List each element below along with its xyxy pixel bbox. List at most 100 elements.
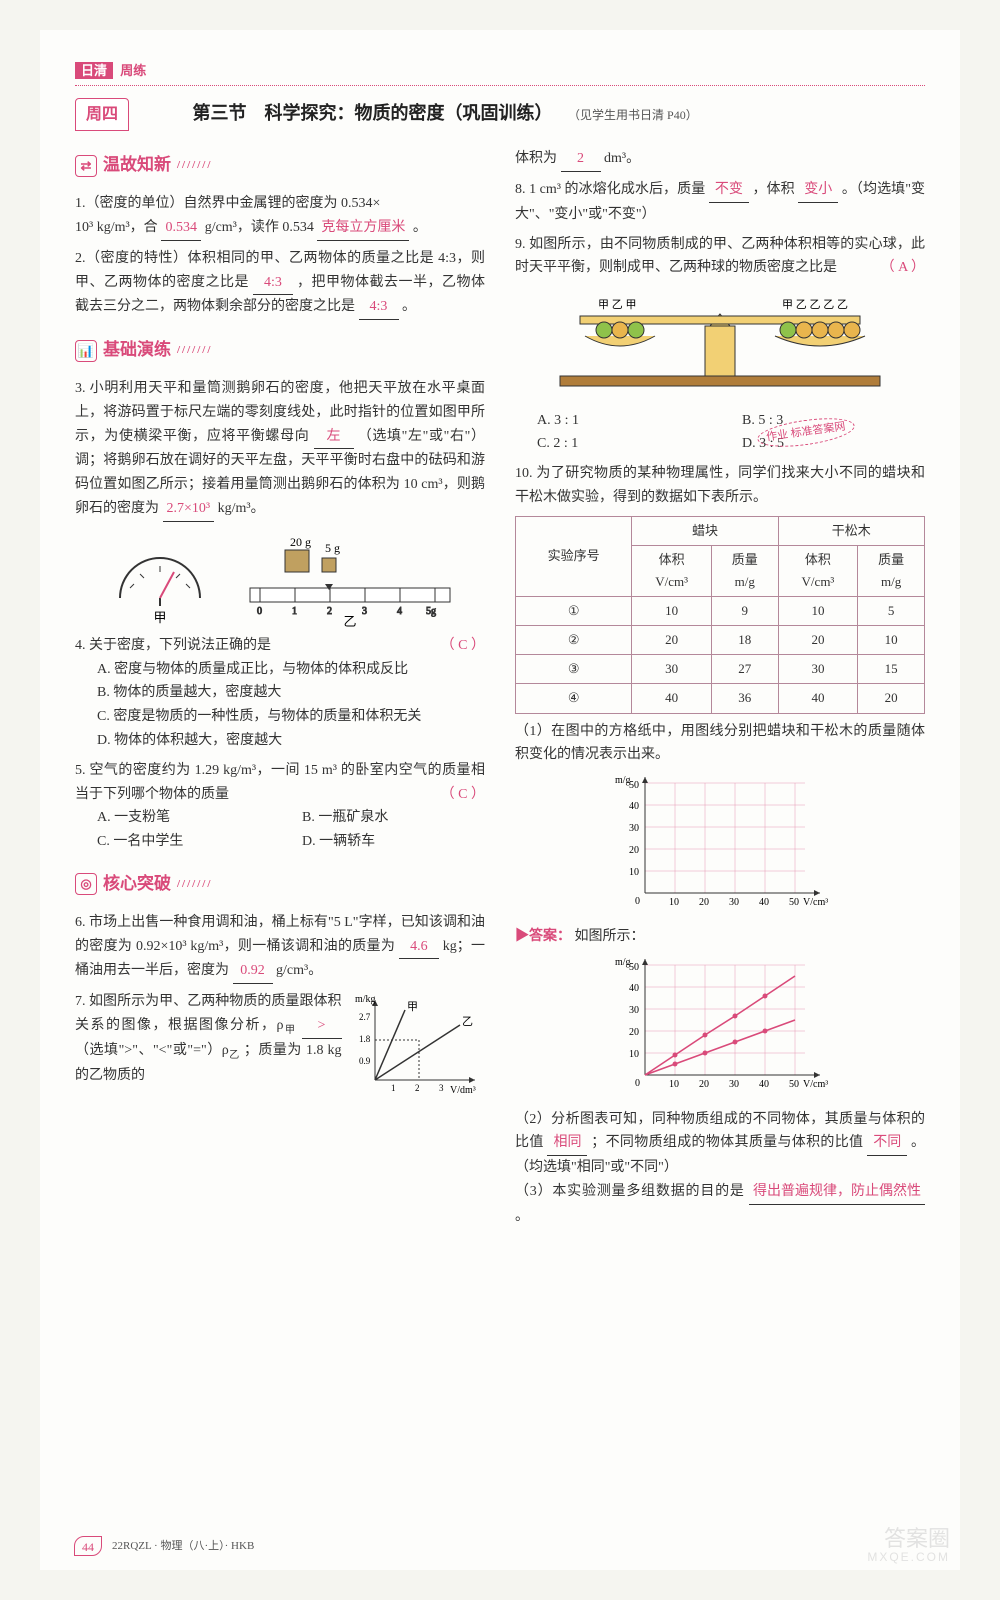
q6-c: g/cm³。 <box>276 963 322 978</box>
svg-text:3: 3 <box>362 606 367 617</box>
q7-sub-b: 乙 <box>229 1050 240 1061</box>
svg-text:0.9: 0.9 <box>359 1056 371 1066</box>
svg-text:10: 10 <box>669 1079 679 1090</box>
th-m1: 质量m/g <box>711 545 778 596</box>
q9-stem: 9. 如图所示，由不同物质制成的甲、乙两种体积相等的实心球，此时天平平衡，则制成… <box>515 237 925 276</box>
q2-c: 。 <box>402 299 416 314</box>
q10-3-blank: 得出普遍规律，防止偶然性 <box>749 1180 925 1205</box>
q6-blank1: 4.6 <box>399 935 439 960</box>
two-columns: ⇄ 温故知新 /////// 1.（密度的单位）自然界中金属锂的密度为 0.53… <box>75 141 925 1234</box>
th-m2: 质量m/g <box>858 545 925 596</box>
arrows-icon: ⇄ <box>75 155 97 177</box>
q5-a: A. 一支粉笔 <box>97 806 280 830</box>
section-title-3: 核心突破 <box>103 870 171 899</box>
grid-svg-blank: m/g 50403020100 1020304050 V/cm³ <box>605 773 835 913</box>
svg-text:50: 50 <box>789 897 799 908</box>
q8-blank2: 变小 <box>798 178 838 203</box>
q5-stem: 5. 空气的密度约为 1.29 kg/m³，一间 15 m³ 的卧室内空气的质量… <box>75 763 485 802</box>
svg-text:40: 40 <box>759 897 769 908</box>
header-left-2: 周练 <box>120 63 146 78</box>
svg-text:V/cm³: V/cm³ <box>803 1079 828 1090</box>
q7-graph: m/kg V/dm³ 2.7 1.8 0.9 1 2 3 甲 乙 <box>355 990 485 1100</box>
page: 日清 周练 周四 第三节 科学探究：物质的密度（巩固训练） （见学生用书日清 P… <box>40 30 960 1570</box>
q5-b: B. 一瓶矿泉水 <box>302 806 485 830</box>
svg-text:20: 20 <box>629 1027 639 1038</box>
left-column: ⇄ 温故知新 /////// 1.（密度的单位）自然界中金属锂的密度为 0.53… <box>75 141 485 1234</box>
svg-text:甲 乙 乙 乙 乙: 甲 乙 乙 乙 乙 <box>782 298 848 311</box>
q9-c: C. 2 : 1 <box>537 432 720 456</box>
svg-text:2: 2 <box>415 1083 420 1093</box>
q10-stem: 10. 为了研究物质的某种物理属性，同学们找来大小不同的蜡块和干松木做实验，得到… <box>515 466 925 505</box>
answer-row: ▶答案： 如图所示： <box>515 925 925 949</box>
section-title-2: 基础演练 <box>103 336 171 365</box>
q9-figure: 甲 乙 甲 甲 乙 乙 乙 乙 <box>515 286 925 402</box>
q8-b: ，体积 <box>752 182 794 197</box>
q4-stem: 4. 关于密度，下列说法正确的是 <box>75 638 271 653</box>
svg-text:30: 30 <box>629 1005 639 1016</box>
svg-text:0: 0 <box>257 606 262 617</box>
q10-3: （3）本实验测量多组数据的目的是 得出普遍规律，防止偶然性 。 <box>515 1180 925 1229</box>
question-3: 3. 小明利用天平和量筒测鹅卵石的密度，他把天平放在水平桌面上，将游码置于标尺左… <box>75 377 485 628</box>
q3-blank1: 左 <box>314 425 354 450</box>
caption-jia: 甲 <box>153 610 166 625</box>
w20: 20 g <box>290 535 311 549</box>
svg-text:10: 10 <box>669 897 679 908</box>
svg-text:30: 30 <box>729 897 739 908</box>
table-row: ①109105 <box>516 597 925 626</box>
q1-c: g/cm³，读作 0.534 <box>205 220 314 235</box>
q7-cont: 体积为 2 dm³。 <box>515 147 925 172</box>
q4-d: D. 物体的体积越大，密度越大 <box>97 729 485 753</box>
section-basics: 📊 基础演练 /////// <box>75 336 212 365</box>
q1-blank2: 克每立方厘米 <box>317 216 409 241</box>
q6-blank2: 0.92 <box>233 959 273 984</box>
q2-blank1: 4:3 <box>253 271 293 296</box>
svg-text:1: 1 <box>292 606 297 617</box>
q10-3b: 。 <box>515 1209 529 1224</box>
table-row: ③30273015 <box>516 655 925 684</box>
q2-blank2: 4:3 <box>359 295 399 320</box>
svg-text:10: 10 <box>629 867 639 878</box>
question-9: 9. 如图所示，由不同物质制成的甲、乙两种体积相等的实心球，此时天平平衡，则制成… <box>515 233 925 457</box>
question-2: 2.（密度的特性）体积相同的甲、乙两物体的质量之比是 4:3，则甲、乙两物体的密… <box>75 247 485 320</box>
svg-text:30: 30 <box>729 1079 739 1090</box>
question-6: 6. 市场上出售一种食用调和油，桶上标有"5 L"字样，已知该调和油的密度为 0… <box>75 911 485 984</box>
q5-answer: （ C ） <box>441 783 485 807</box>
svg-text:3: 3 <box>439 1083 444 1093</box>
title-ref: （见学生用书日清 P40） <box>568 108 698 122</box>
q7c-a: 体积为 <box>515 151 557 166</box>
q4-b: B. 物体的质量越大，密度越大 <box>97 681 485 705</box>
q1-d: 。 <box>413 220 427 235</box>
header-bar: 日清 周练 <box>75 60 925 86</box>
question-8: 8. 1 cm³ 的冰熔化成水后，质量 不变 ，体积 变小 。（均选填"变大"、… <box>515 178 925 227</box>
answer-grid: m/g 50403020100 1020304050 V/cm³ <box>515 955 925 1101</box>
table-row: ②20182010 <box>516 626 925 655</box>
title-row: 周四 第三节 科学探究：物质的密度（巩固训练） （见学生用书日清 P40） <box>75 98 925 131</box>
question-5: 5. 空气的密度约为 1.29 kg/m³，一间 15 m³ 的卧室内空气的质量… <box>75 759 485 854</box>
q4-a: A. 密度与物体的质量成正比，与物体的体积成反比 <box>97 658 485 682</box>
q3-figure: 甲 20 g 5 g 0 1 2 3 4 <box>75 528 485 628</box>
svg-text:甲: 甲 <box>407 1001 418 1013</box>
q10-table: 实验序号 蜡块 干松木 体积V/cm³ 质量m/g 体积V/cm³ 质量m/g … <box>515 516 925 714</box>
svg-text:乙: 乙 <box>462 1015 473 1028</box>
grid-svg-answer: m/g 50403020100 1020304050 V/cm³ <box>605 955 835 1095</box>
q3-blank2: 2.7×10³ <box>163 497 215 522</box>
section-review: ⇄ 温故知新 /////// <box>75 151 212 180</box>
balance-figure-svg: 甲 20 g 5 g 0 1 2 3 4 <box>100 528 460 628</box>
q4-answer: （ C ） <box>441 634 485 658</box>
page-number: 44 <box>74 1536 102 1556</box>
svg-text:V/dm³: V/dm³ <box>450 1085 476 1096</box>
th-pine: 干松木 <box>778 516 924 545</box>
svg-text:1: 1 <box>391 1083 396 1093</box>
watermark-big: 答案圈 <box>884 1526 950 1551</box>
th-v2: 体积V/cm³ <box>778 545 858 596</box>
th-wax: 蜡块 <box>632 516 778 545</box>
balance-svg: 甲 乙 甲 甲 乙 乙 乙 乙 <box>530 286 910 396</box>
section-dashes-2: /////// <box>177 341 212 360</box>
q8-blank1: 不变 <box>709 178 749 203</box>
q9-answer: （ A ） <box>881 256 925 280</box>
q1-a: 1.（密度的单位）自然界中金属锂的密度为 0.534× <box>75 196 380 211</box>
header-left-1: 日清 <box>75 62 113 79</box>
answer-label: ▶答案： <box>515 929 571 944</box>
question-1: 1.（密度的单位）自然界中金属锂的密度为 0.534× 10³ kg/m³，合 … <box>75 192 485 241</box>
q7-blank1: > <box>302 1014 342 1039</box>
